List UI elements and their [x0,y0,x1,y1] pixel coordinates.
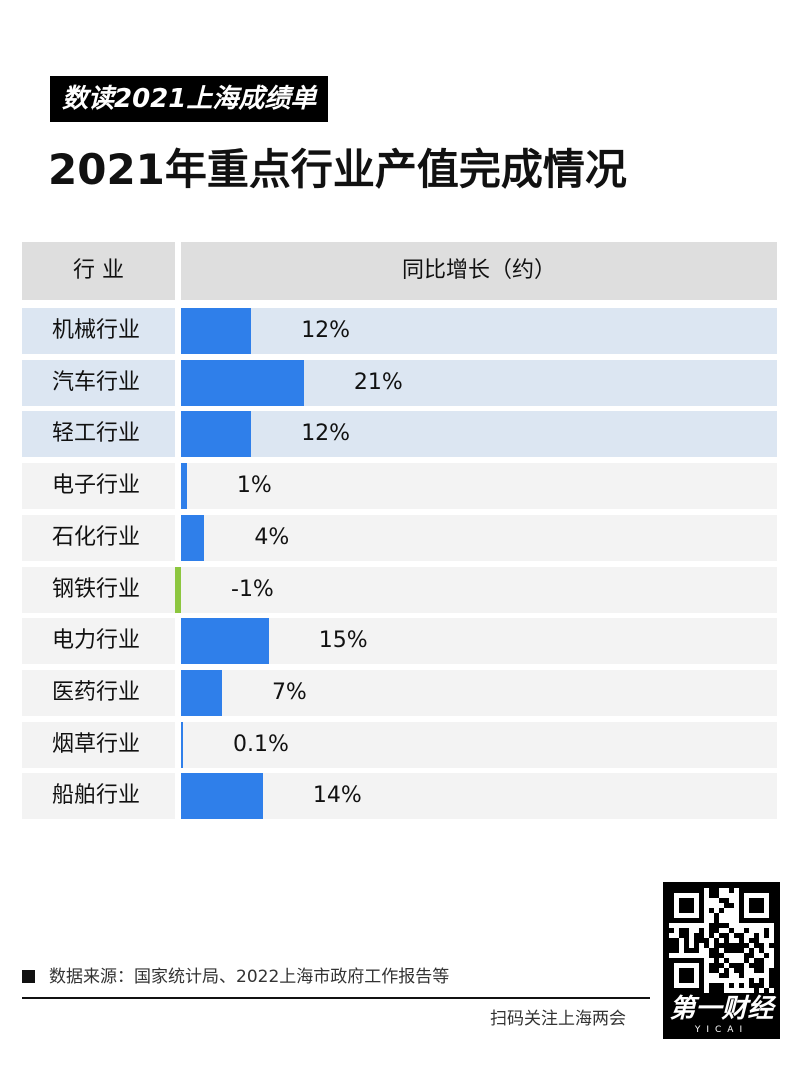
table-row: 船舶行业 14% [22,773,777,820]
bar [181,773,263,820]
industry-label: 电子行业 [22,463,175,510]
bar-cell: 14% [181,773,777,820]
table-row: 轻工行业 12% [22,411,777,458]
brand-logo: 第一财经 [669,994,774,1024]
bar-cell: 4% [181,514,777,561]
industry-label: 石化行业 [22,514,175,561]
bar-cell: 21% [181,359,777,406]
series-tag: 数读2021上海成绩单 [50,76,329,122]
qr-badge[interactable]: 第一财经 YICAI [663,882,780,1039]
table-row: 电力行业 15% [22,618,777,665]
bar [181,514,205,561]
bar-cell: 0.1% [181,721,777,768]
scan-caption: 扫码关注上海两会 [490,1009,626,1029]
table-row: 医药行业 7% [22,669,777,716]
chart-title: 2021年重点行业产值完成情况 [48,145,627,194]
bar [181,618,269,665]
table-header: 行 业 同比增长（约） [22,242,777,300]
footer-divider [22,997,650,999]
growth-column-header: 同比增长（约） [181,242,777,300]
qr-code-icon[interactable] [669,888,774,993]
bar [181,721,183,768]
bar [181,463,187,510]
table-row: 机械行业 12% [22,308,777,354]
table-row: 电子行业 1% [22,463,777,510]
bar [181,308,252,354]
industry-label: 船舶行业 [22,773,175,820]
industry-label: 烟草行业 [22,721,175,768]
bar-cell: 1% [181,463,777,510]
value-label: 15% [318,628,368,654]
industry-column-header: 行 业 [22,242,175,300]
bar-cell: 12% [181,411,777,458]
industry-label: 汽车行业 [22,359,175,406]
bar [181,669,222,716]
source-square-icon [22,970,35,983]
table-row: 汽车行业 21% [22,359,777,406]
bar [181,411,252,458]
value-label: 14% [312,783,362,809]
bar-cell: -1% [175,566,777,613]
bar-cell: 12% [181,308,777,354]
table-row: 烟草行业 0.1% [22,721,777,768]
industry-label: 轻工行业 [22,411,175,458]
value-label: -1% [231,576,274,602]
value-label: 12% [301,318,351,343]
bar-cell: 7% [181,669,777,716]
industry-label: 机械行业 [22,308,175,354]
brand-logo-sub: YICAI [694,1025,749,1035]
value-label: 21% [353,369,403,395]
bar [175,566,181,613]
value-label: 4% [254,524,290,550]
bar [181,359,304,406]
table-row: 石化行业 4% [22,514,777,561]
value-label: 12% [301,421,351,447]
industry-label: 钢铁行业 [22,566,175,613]
value-label: 0.1% [233,731,289,757]
source-text: 数据来源：国家统计局、2022上海市政府工作报告等 [49,967,450,987]
industry-label: 电力行业 [22,618,175,665]
data-source: 数据来源：国家统计局、2022上海市政府工作报告等 [22,964,449,990]
value-label: 1% [236,473,272,499]
value-label: 7% [271,679,307,705]
bar-cell: 15% [181,618,777,665]
industry-label: 医药行业 [22,669,175,716]
table-row: 钢铁行业 -1% [22,566,777,613]
